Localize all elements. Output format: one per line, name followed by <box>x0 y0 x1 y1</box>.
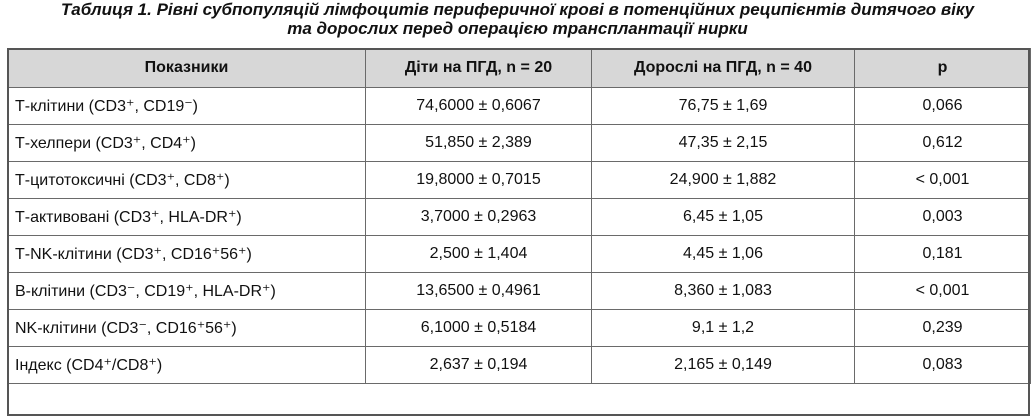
row-indicator: В-клітини (CD3⁻, CD19⁺, HLA-DR⁺) <box>7 272 366 310</box>
table-row: Індекс (CD4⁺/CD8⁺) 2,637 ± 0,194 2,165 ±… <box>7 346 1031 384</box>
children-value: 3,7000 ± 0,2963 <box>365 198 592 236</box>
lymphocyte-table: Показники Діти на ПГД, n = 20 Дорослі на… <box>7 48 1031 384</box>
row-indicator: NK-клітини (CD3⁻, CD16⁺56⁺) <box>7 309 366 347</box>
header-adults: Дорослі на ПГД, n = 40 <box>591 48 855 88</box>
p-value: < 0,001 <box>854 272 1031 310</box>
p-value: 0,066 <box>854 87 1031 125</box>
adults-value: 6,45 ± 1,05 <box>591 198 855 236</box>
table-row: Т-хелпери (CD3⁺, CD4⁺) 51,850 ± 2,389 47… <box>7 124 1031 162</box>
row-indicator: Т-клітини (CD3⁺, CD19⁻) <box>7 87 366 125</box>
children-value: 2,500 ± 1,404 <box>365 235 592 273</box>
p-value: 0,181 <box>854 235 1031 273</box>
header-children: Діти на ПГД, n = 20 <box>365 48 592 88</box>
row-indicator: Т-цитотоксичні (CD3⁺, CD8⁺) <box>7 161 366 199</box>
p-value: 0,003 <box>854 198 1031 236</box>
adults-value: 47,35 ± 2,15 <box>591 124 855 162</box>
row-indicator: Т-активовані (CD3⁺, HLA-DR⁺) <box>7 198 366 236</box>
header-indicators: Показники <box>7 48 366 88</box>
row-indicator: Індекс (CD4⁺/CD8⁺) <box>7 346 366 384</box>
p-value: 0,239 <box>854 309 1031 347</box>
row-indicator: Т-NK-клітини (CD3⁺, CD16⁺56⁺) <box>7 235 366 273</box>
p-value: 0,083 <box>854 346 1031 384</box>
table-row: Т-активовані (CD3⁺, HLA-DR⁺) 3,7000 ± 0,… <box>7 198 1031 236</box>
children-value: 13,6500 ± 0,4961 <box>365 272 592 310</box>
p-value: 0,612 <box>854 124 1031 162</box>
table-row: Т-NK-клітини (CD3⁺, CD16⁺56⁺) 2,500 ± 1,… <box>7 235 1031 273</box>
p-value: < 0,001 <box>854 161 1031 199</box>
children-value: 51,850 ± 2,389 <box>365 124 592 162</box>
header-row: Показники Діти на ПГД, n = 20 Дорослі на… <box>7 48 1031 88</box>
row-indicator: Т-хелпери (CD3⁺, CD4⁺) <box>7 124 366 162</box>
header-p-value: p <box>854 48 1031 88</box>
adults-value: 24,900 ± 1,882 <box>591 161 855 199</box>
table-row: Т-клітини (CD3⁺, CD19⁻) 74,6000 ± 0,6067… <box>7 87 1031 125</box>
table-row: Т-цитотоксичні (CD3⁺, CD8⁺) 19,8000 ± 0,… <box>7 161 1031 199</box>
children-value: 2,637 ± 0,194 <box>365 346 592 384</box>
adults-value: 76,75 ± 1,69 <box>591 87 855 125</box>
children-value: 6,1000 ± 0,5184 <box>365 309 592 347</box>
adults-value: 9,1 ± 1,2 <box>591 309 855 347</box>
children-value: 19,8000 ± 0,7015 <box>365 161 592 199</box>
caption-line-2: та дорослих перед операцією трансплантац… <box>287 19 748 38</box>
caption-line-1: Таблиця 1. Рівні субпопуляцій лімфоцитів… <box>60 0 975 19</box>
adults-value: 8,360 ± 1,083 <box>591 272 855 310</box>
table-caption: Таблиця 1. Рівні субпопуляцій лімфоцитів… <box>0 0 1035 40</box>
table-row: NK-клітини (CD3⁻, CD16⁺56⁺) 6,1000 ± 0,5… <box>7 309 1031 347</box>
children-value: 74,6000 ± 0,6067 <box>365 87 592 125</box>
adults-value: 2,165 ± 0,149 <box>591 346 855 384</box>
adults-value: 4,45 ± 1,06 <box>591 235 855 273</box>
table-row: В-клітини (CD3⁻, CD19⁺, HLA-DR⁺) 13,6500… <box>7 272 1031 310</box>
